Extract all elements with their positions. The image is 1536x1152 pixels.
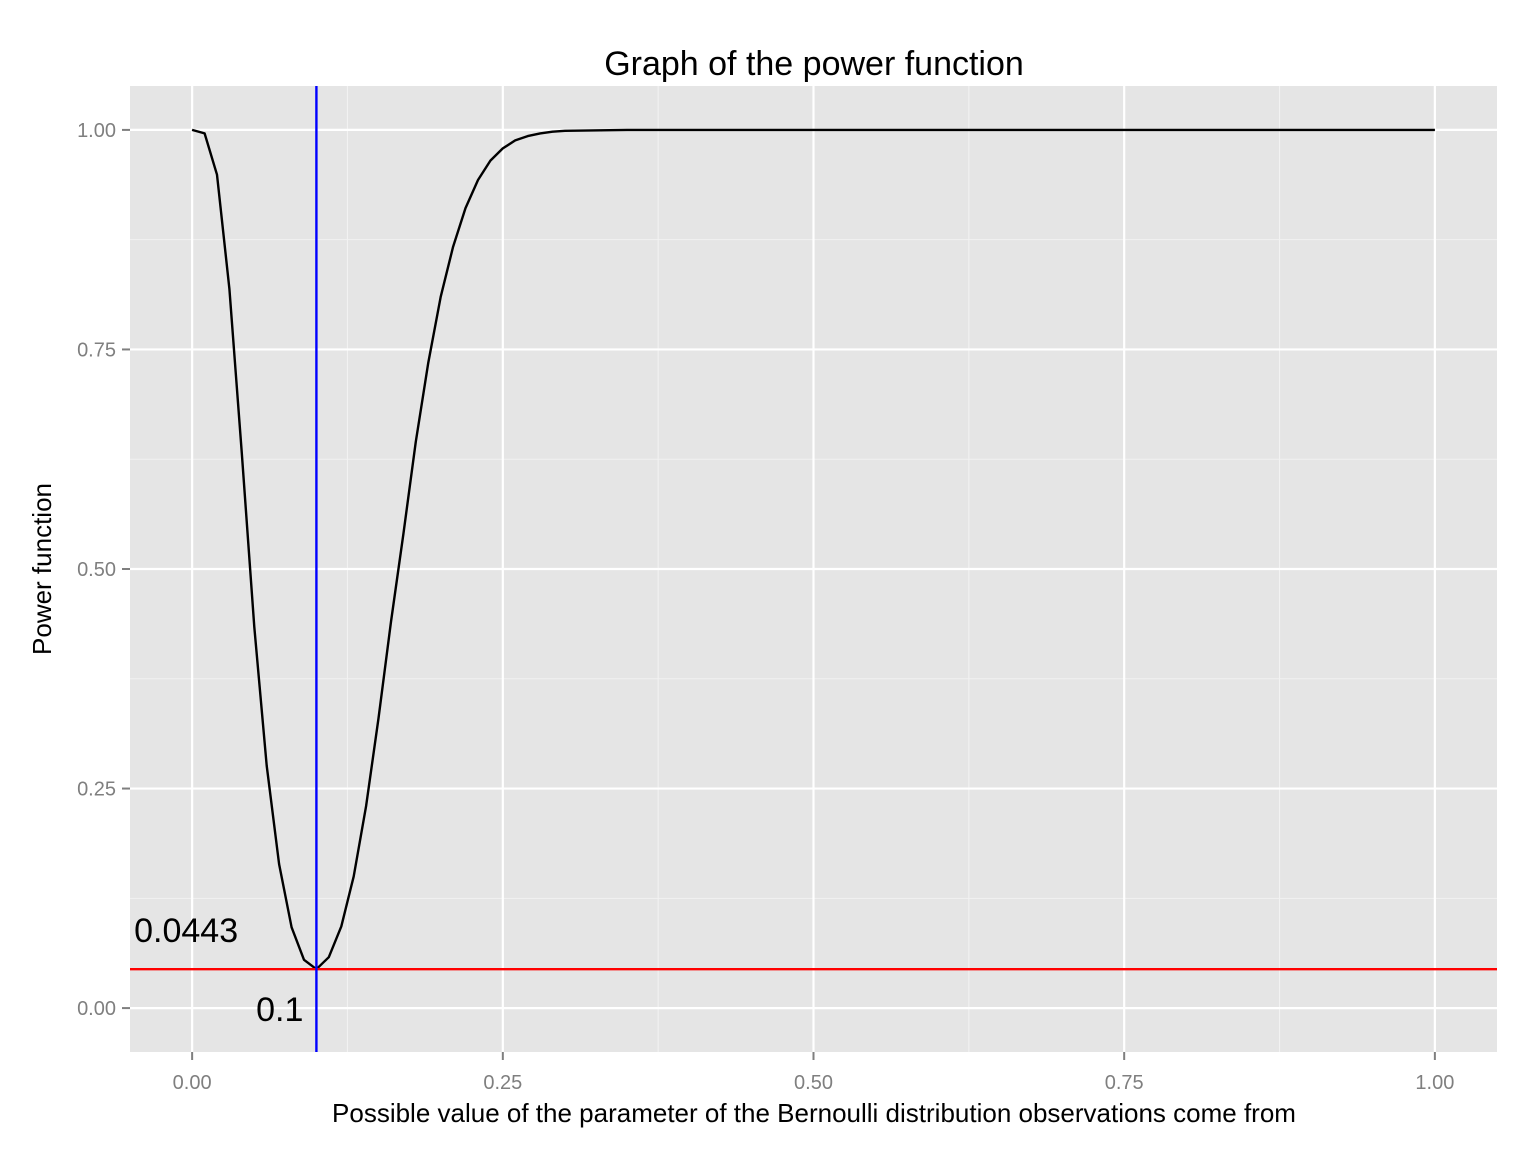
x-tick-label: 0.25 [483, 1072, 522, 1094]
y-tick-label: 0.00 [77, 998, 116, 1020]
annotation-vline-value: 0.1 [256, 991, 303, 1029]
major-grid [130, 86, 1497, 1052]
axis-tick-labels: 0.00 0.25 0.50 0.75 1.00 0.00 0.25 0.50 0.75 1.00 [77, 120, 1454, 1094]
y-tick-label: 0.75 [77, 339, 116, 361]
x-tick-label: 0.50 [794, 1072, 833, 1094]
chart-title: Graph of the power function [604, 45, 1024, 83]
x-tick-label: 0.75 [1105, 1072, 1144, 1094]
y-tick-label: 0.25 [77, 779, 116, 801]
reference-lines [130, 86, 1497, 1052]
axis-ticks [122, 128, 1436, 1060]
power-curve-line [191, 128, 1435, 971]
y-tick-label: 0.50 [77, 559, 116, 581]
x-axis-title: Possible value of the parameter of the B… [332, 1098, 1296, 1128]
annotations: 0.0443 0.1 [134, 912, 303, 1029]
x-tick-label: 1.00 [1415, 1072, 1454, 1094]
y-axis-title: Power function [27, 483, 57, 655]
y-tick-label: 1.00 [77, 120, 116, 142]
x-tick-label: 0.00 [173, 1072, 212, 1094]
series-layer [191, 128, 1435, 971]
annotation-hline-value: 0.0443 [134, 912, 238, 950]
